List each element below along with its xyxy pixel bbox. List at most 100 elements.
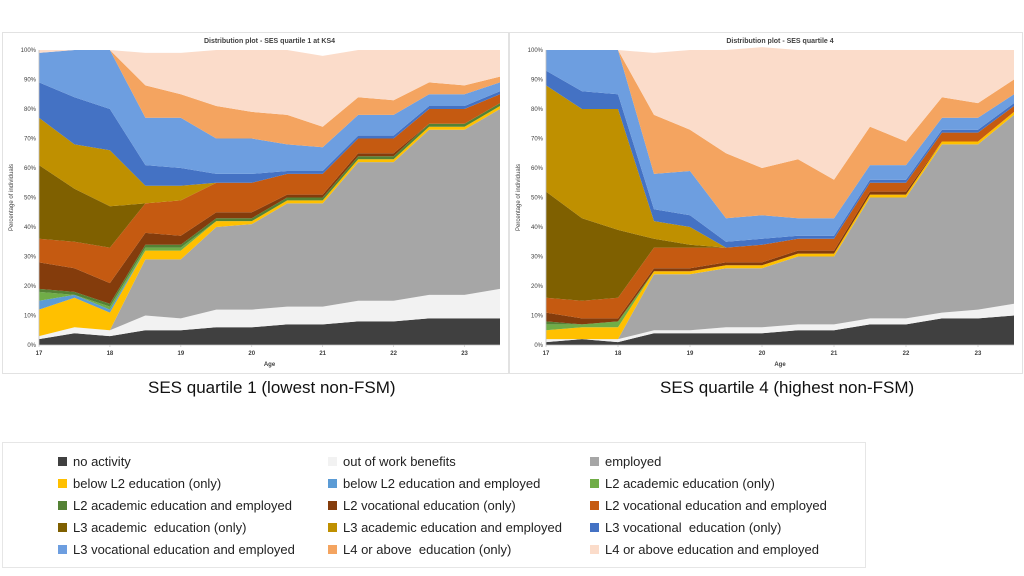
y-tick-label: 100% [528, 48, 544, 54]
axes: 0% 10% 20% 30% 40% 50% 60% 70% 80% 90% 100% 17 18 19 2… [21, 48, 500, 357]
x-tick-label: 17 [36, 351, 43, 357]
x-tick-label: 18 [615, 351, 622, 357]
legend-label: out of work benefits [343, 453, 456, 469]
area-out-of-work-benefits [39, 288, 500, 340]
x-tick-label: 21 [831, 351, 838, 357]
area-no-activity [39, 318, 500, 345]
area-l4-or-above-education-and-employed [546, 47, 1014, 180]
legend-swatch [58, 500, 67, 510]
area-l2-vocational-education-and-employed [39, 94, 500, 284]
legend-item-l3-academic-education-only: L3 academic education (only) [58, 518, 246, 536]
legend-label: L2 academic education and employed [73, 497, 292, 513]
area-l3-academic-education-only [39, 94, 500, 248]
legend-item-below-l2-education-and-employed: below L2 education and employed [328, 474, 540, 492]
x-tick-label: 19 [687, 351, 694, 357]
legend-swatch [590, 500, 599, 510]
area-below-l2-education-only [39, 106, 500, 337]
area-out-of-work-benefits [546, 303, 1014, 343]
chart-title: Distribution plot - SES quartile 4 [726, 38, 833, 45]
legend-label: L4 or above education and employed [605, 541, 819, 557]
area-series-group [546, 47, 1014, 345]
y-tick-label: 70% [531, 137, 544, 143]
legend-label: L2 academic education (only) [605, 475, 775, 491]
legend-item-l2-vocational-education-only: L2 vocational education (only) [328, 496, 516, 514]
area-l2-vocational-education-only [39, 103, 500, 304]
area-l3-vocational-education-and-employed [546, 50, 1014, 242]
y-tick-label: 30% [24, 255, 37, 261]
y-tick-label: 20% [531, 284, 544, 290]
y-tick-label: 0% [534, 343, 543, 349]
legend-item-l4-or-above-education-and-employed: L4 or above education and employed [590, 540, 819, 558]
caption-ses-quartile-4: SES quartile 4 (highest non-FSM) [660, 378, 915, 397]
y-tick-label: 10% [531, 314, 544, 320]
axes: 0% 10% 20% 30% 40% 50% 60% 70% 80% 90% 100% 17 18 19 2… [528, 48, 1014, 357]
y-tick-label: 10% [24, 314, 37, 320]
y-tick-label: 100% [21, 48, 37, 54]
y-tick-label: 60% [24, 166, 37, 172]
legend-item-l2-academic-education-only: L2 academic education (only) [590, 474, 775, 492]
legend-label: below L2 education and employed [343, 475, 541, 491]
x-tick-label: 23 [461, 351, 468, 357]
legend-swatch [328, 544, 337, 554]
area-employed [39, 109, 500, 337]
legend-swatch [58, 544, 67, 554]
y-axis-label: Percentage of individuals [9, 164, 15, 231]
legend-item-l3-vocational-education-only: L3 vocational education (only) [590, 518, 781, 536]
x-tick-label: 18 [107, 351, 114, 357]
y-tick-label: 40% [531, 225, 544, 231]
x-tick-label: 17 [543, 351, 550, 357]
x-tick-label: 22 [390, 351, 397, 357]
y-tick-label: 30% [531, 255, 544, 261]
legend-item-employed: employed [590, 452, 661, 470]
legend-swatch [590, 456, 599, 466]
legend-label: L3 academic education and employed [343, 519, 562, 535]
legend-swatch [590, 478, 599, 488]
area-l2-vocational-education-and-employed [546, 106, 1014, 319]
legend-label: L2 vocational education (only) [343, 497, 516, 513]
y-tick-label: 80% [24, 107, 37, 113]
x-axis-label: Age [264, 362, 276, 368]
legend-item-no-activity: no activity [58, 452, 131, 470]
legend-label: L2 vocational education and employed [605, 497, 827, 513]
x-tick-label: 19 [178, 351, 185, 357]
area-l2-vocational-education-only [546, 111, 1014, 325]
legend-item-l4-or-above-education-only: L4 or above education (only) [328, 540, 511, 558]
area-l4-or-above-education-and-employed [39, 50, 500, 127]
y-tick-label: 90% [531, 78, 544, 84]
chart-legend: no activity out of work benefits employed b… [2, 442, 866, 568]
area-l4-or-above-education-only [39, 50, 500, 148]
chart-panel-ses-quartile-4: Distribution plot - SES quartile 4 0% 10% 2… [509, 32, 1023, 374]
area-employed [546, 114, 1014, 340]
legend-swatch [590, 544, 599, 554]
x-tick-label: 20 [759, 351, 766, 357]
area-no-activity [546, 315, 1014, 345]
legend-swatch [328, 478, 337, 488]
chart-title: Distribution plot - SES quartile 1 at KS… [204, 38, 335, 45]
legend-swatch [58, 522, 67, 532]
y-axis-label: Percentage of individuals [516, 164, 522, 231]
caption-ses-quartile-1: SES quartile 1 (lowest non-FSM) [148, 378, 396, 397]
legend-label: L4 or above education (only) [343, 541, 512, 557]
area-series-group [39, 50, 500, 345]
legend-label: L3 academic education (only) [73, 519, 247, 535]
legend-item-out-of-work-benefits: out of work benefits [328, 452, 456, 470]
area-l4-or-above-education-only [546, 50, 1014, 219]
y-tick-label: 90% [24, 78, 37, 84]
legend-label: L3 vocational education (only) [605, 519, 782, 535]
legend-label: employed [605, 453, 662, 469]
x-axis-label: Age [774, 362, 786, 368]
y-tick-label: 20% [24, 284, 37, 290]
x-tick-label: 22 [903, 351, 910, 357]
area-l3-academic-education-only [546, 106, 1014, 301]
y-tick-label: 40% [24, 225, 37, 231]
legend-label: below L2 education (only) [73, 475, 222, 491]
y-tick-label: 50% [24, 196, 37, 202]
legend-swatch [590, 522, 599, 532]
legend-label: L3 vocational education and employed [73, 541, 295, 557]
y-tick-label: 0% [27, 343, 36, 349]
legend-item-l3-academic-education-and-employed: L3 academic education and employed [328, 518, 562, 536]
legend-item-l3-vocational-education-and-employed: L3 vocational education and employed [58, 540, 295, 558]
legend-item-below-l2-education-only: below L2 education (only) [58, 474, 221, 492]
legend-item-l2-vocational-education-and-employed: L2 vocational education and employed [590, 496, 827, 514]
y-tick-label: 70% [24, 137, 37, 143]
